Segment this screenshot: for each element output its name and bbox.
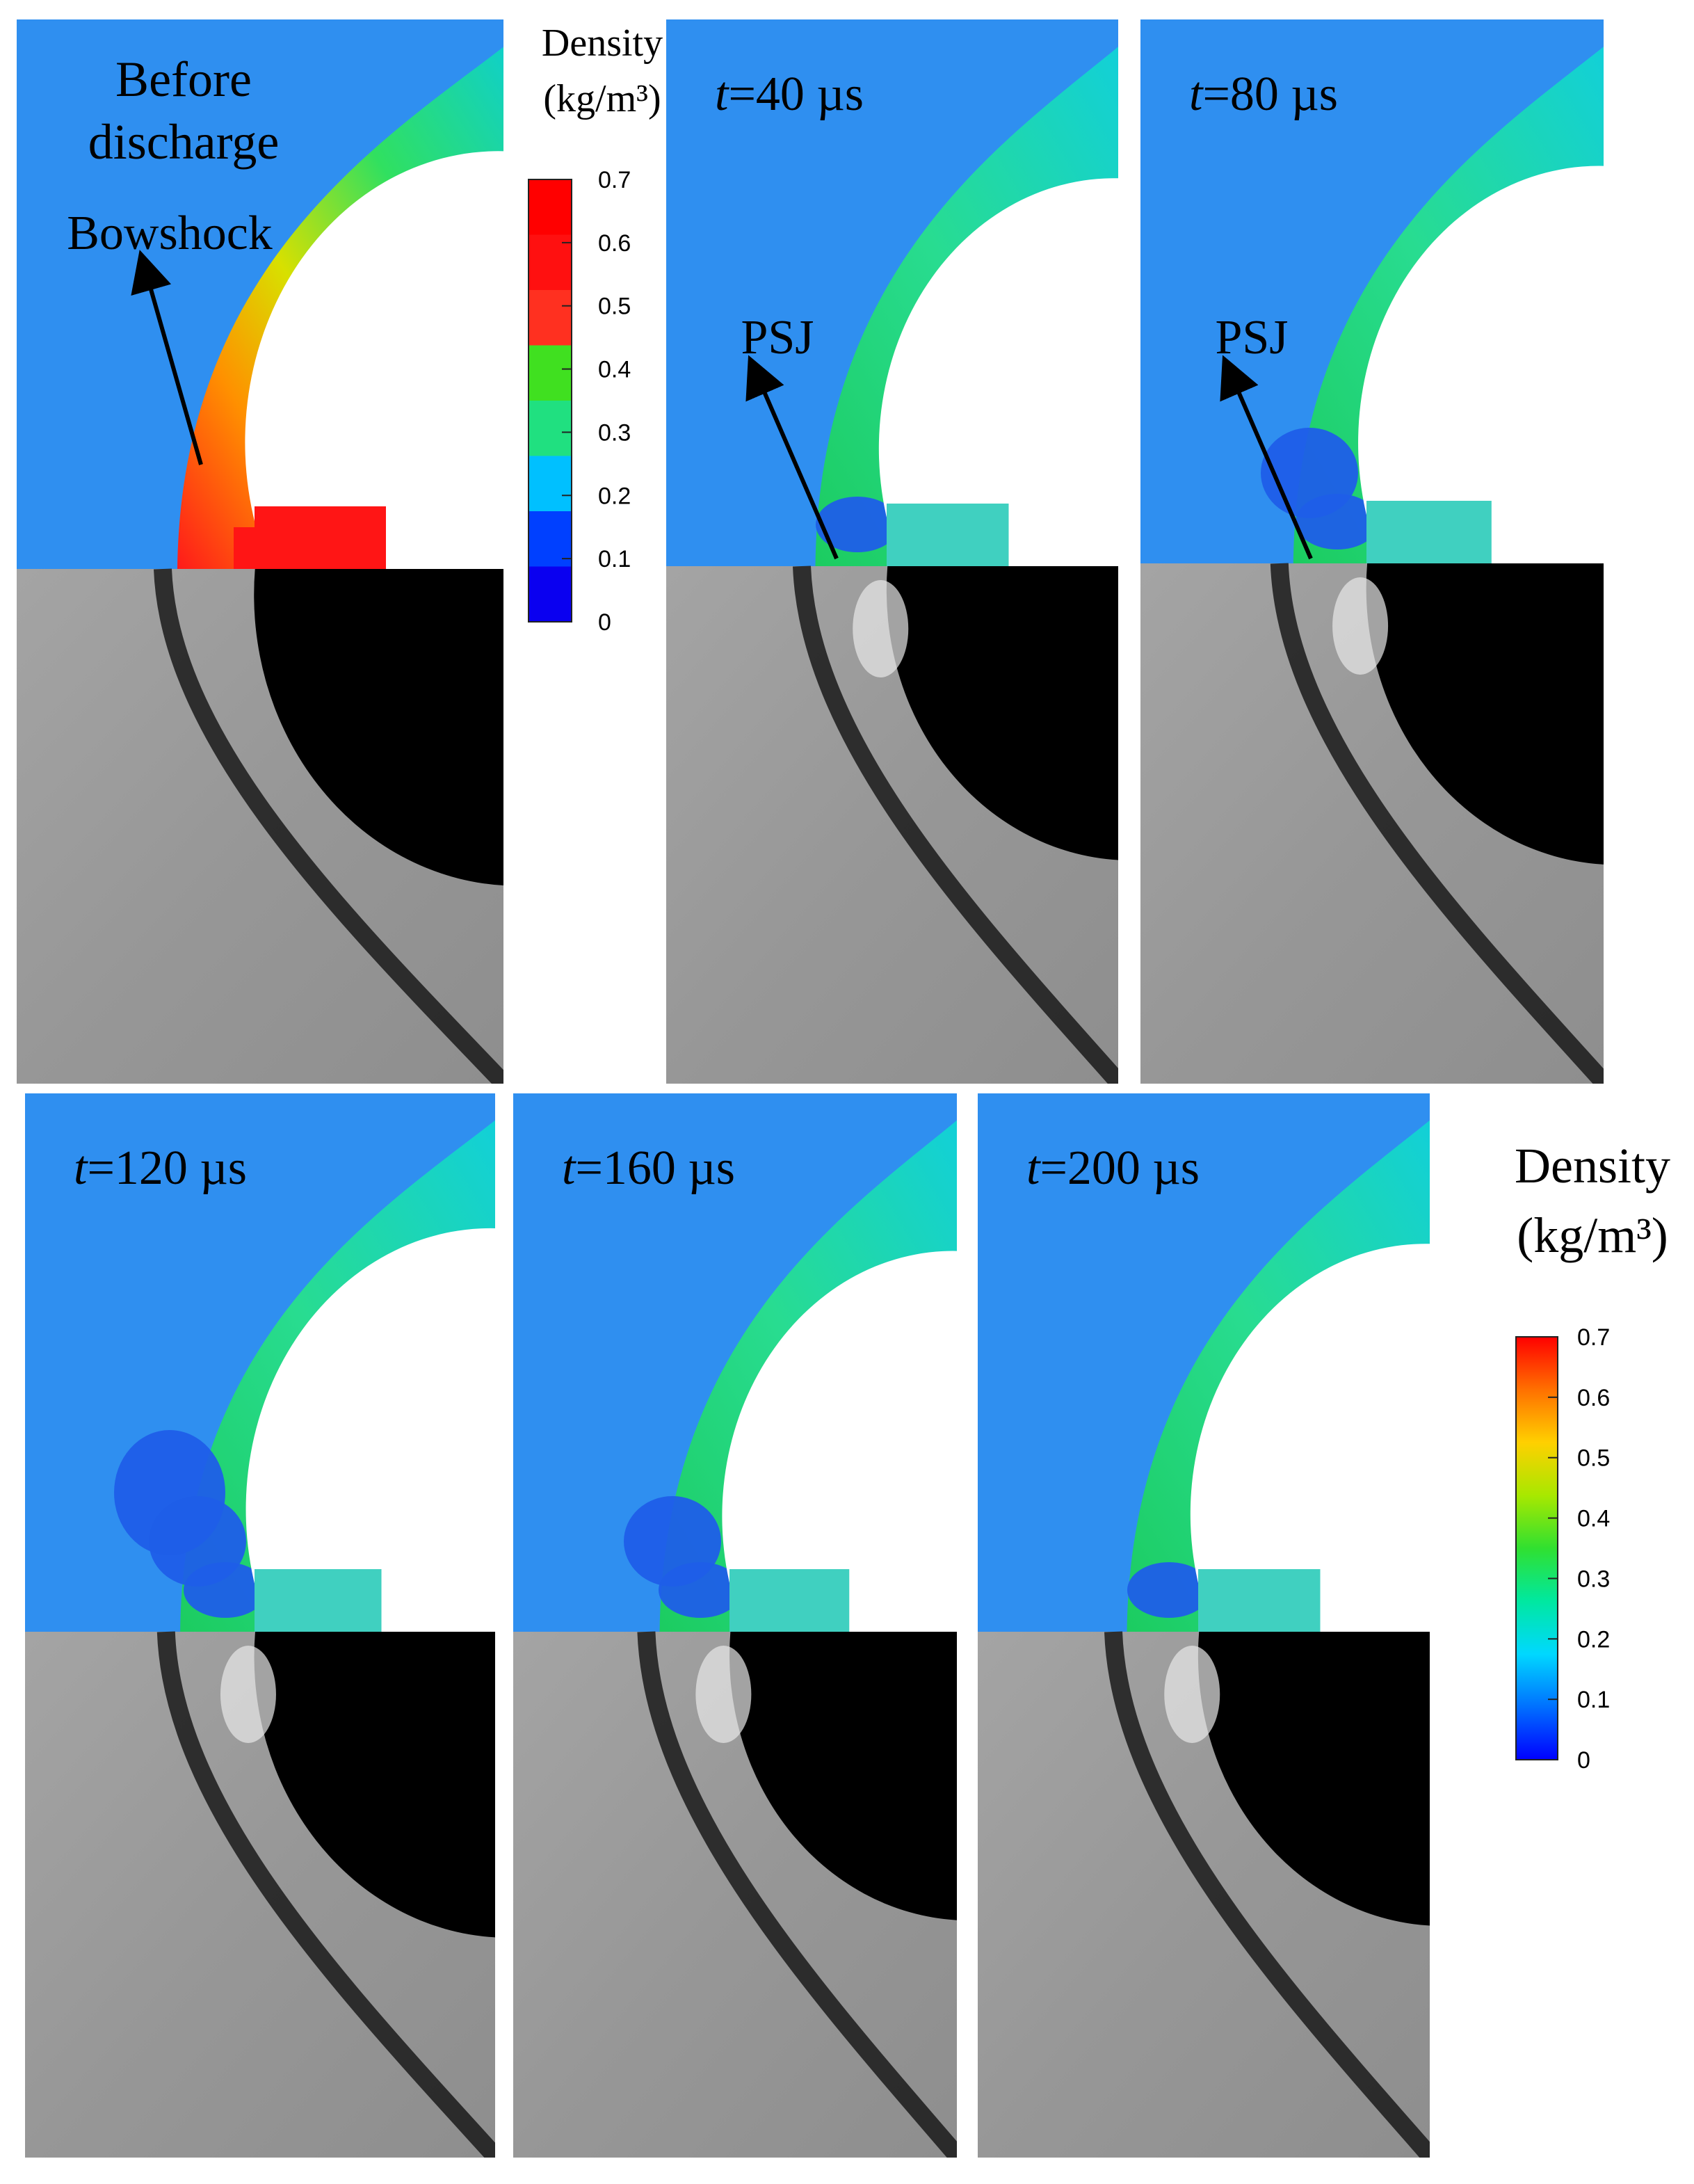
colorbar-tick-label: 0.3	[598, 419, 631, 446]
panel-1: Before discharge Bowshock	[17, 19, 503, 1084]
jet-flash	[695, 1646, 752, 1743]
blunt-body	[245, 1228, 495, 1632]
shock-line	[156, 1631, 495, 2158]
schlieren-image	[513, 1631, 957, 2158]
cfd-density-plot	[17, 19, 503, 569]
caption-line-1: Before	[115, 51, 252, 107]
shock-line	[637, 1631, 957, 2158]
panel-3: t=80 µs PSJ	[1140, 19, 1604, 1084]
schlieren-image	[1140, 563, 1604, 1084]
time-label: t=120 µs	[74, 1141, 247, 1195]
body-silhouette	[1197, 1632, 1430, 1926]
cfd-density-plot	[666, 19, 1118, 567]
body-silhouette	[254, 1632, 495, 1938]
blunt-body	[878, 178, 1118, 566]
body-silhouette	[886, 566, 1118, 860]
colorbar-2: Density (kg/m³) 0.7 0.6 0.5 0.4 0.3 0.2 0.1 0	[1515, 1138, 1670, 1774]
colorbar-tick-label: 0.3	[1577, 1566, 1610, 1592]
colorbar-title: Density	[1515, 1138, 1670, 1194]
jet-plume	[1127, 1562, 1211, 1618]
colorbar-tick-label: 0.6	[598, 230, 631, 257]
colorbar-tick-label: 0.4	[1577, 1506, 1610, 1532]
shock-line	[1104, 1631, 1430, 2158]
time-label: t=40 µs	[715, 67, 864, 121]
annotation-label: PSJ	[741, 311, 814, 364]
colorbar-1: Density (kg/m³) 0.7 0.6 0.5 0.4 0.3 0.2 0.1 0	[528, 22, 663, 636]
colorbar-tick-label: 0.7	[598, 167, 631, 193]
panel-labels: t=80 µs PSJ	[1189, 67, 1338, 560]
jet-flash	[853, 580, 909, 677]
shock-line	[1270, 563, 1604, 1084]
colorbar-tick-label: 0.6	[1577, 1385, 1610, 1411]
annotation-arrow	[131, 250, 203, 465]
panel-labels: t=160 µs	[562, 1141, 735, 1195]
cfd-density-plot	[25, 1093, 495, 1632]
blunt-body	[1190, 1244, 1430, 1632]
annotation-arrow	[1220, 355, 1313, 560]
colorbar-title: Density	[542, 22, 663, 65]
colorbar-tick-label: 0.4	[598, 357, 631, 383]
time-label: t=80 µs	[1189, 67, 1338, 121]
blunt-body	[245, 151, 503, 569]
colorbar-tick-label: 0.1	[1577, 1687, 1610, 1713]
jet-flash	[1164, 1646, 1220, 1743]
panel-5: t=160 µs	[513, 1093, 957, 2158]
discharge-cavity	[1366, 501, 1492, 563]
cfd-density-plot	[1140, 19, 1604, 564]
schlieren-image	[25, 1631, 495, 2158]
shock-line	[154, 568, 503, 1084]
colorbar-group: Density(kg/m³)0.70.60.50.40.30.20.10Dens…	[528, 22, 1670, 1774]
jet-flash	[1332, 577, 1389, 675]
time-label: t=200 µs	[1026, 1141, 1200, 1195]
jet-plume	[114, 1430, 225, 1555]
panel-4: t=120 µs	[25, 1093, 495, 2158]
discharge-cavity	[729, 1569, 850, 1632]
jet-plume	[624, 1496, 721, 1587]
colorbar-unit: (kg/m³)	[543, 77, 661, 120]
panel-labels: Before discharge Bowshock	[67, 51, 279, 465]
caption-line-2: discharge	[88, 114, 280, 170]
colorbar-tick-label: 0.5	[1577, 1445, 1610, 1472]
schlieren-image	[666, 565, 1118, 1084]
annotation-label: PSJ	[1215, 311, 1288, 364]
panel-2: t=40 µs PSJ	[666, 19, 1118, 1084]
colorbar-tick-label: 0.7	[1577, 1324, 1610, 1351]
cfd-density-plot	[978, 1093, 1430, 1632]
panel-labels: t=200 µs	[1026, 1141, 1200, 1195]
jet-plume	[816, 497, 899, 552]
blunt-body	[1358, 166, 1604, 563]
colorbar-tick-label: 0.1	[598, 546, 631, 572]
panel-labels: t=40 µs PSJ	[715, 67, 864, 560]
discharge-cavity	[1198, 1569, 1321, 1632]
shock-line	[793, 565, 1118, 1084]
colorbar-tick-label: 0.5	[598, 294, 631, 320]
discharge-cavity	[887, 504, 1009, 566]
body-silhouette	[254, 569, 503, 885]
panel-6: t=200 µs	[978, 1093, 1430, 2158]
panel-labels: t=120 µs	[74, 1141, 247, 1195]
annotation-label: Bowshock	[67, 207, 273, 260]
colorbar-unit: (kg/m³)	[1517, 1207, 1668, 1263]
colorbar-tick-label: 0	[1577, 1747, 1590, 1774]
discharge-cavity	[255, 1569, 382, 1632]
annotation-arrow	[745, 355, 839, 560]
colorbar-tick-label: 0.2	[598, 483, 631, 509]
colorbar-tick-label: 0	[598, 609, 611, 636]
colorbar-tick-label: 0.2	[1577, 1626, 1610, 1653]
schlieren-image	[17, 568, 503, 1084]
jet-flash	[220, 1646, 276, 1743]
colorbar-scale	[528, 179, 572, 623]
cfd-density-plot	[513, 1093, 957, 1632]
body-silhouette	[729, 1632, 957, 1920]
discharge-cavity	[255, 506, 386, 569]
time-label: t=160 µs	[562, 1141, 735, 1195]
blunt-body	[722, 1251, 957, 1632]
body-silhouette	[1366, 563, 1604, 865]
schlieren-image	[978, 1631, 1430, 2158]
colorbar-scale	[1515, 1336, 1558, 1760]
